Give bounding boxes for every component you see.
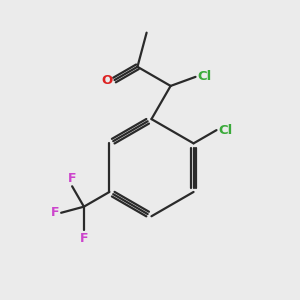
- Text: O: O: [102, 74, 113, 86]
- Text: Cl: Cl: [197, 70, 211, 83]
- Text: Cl: Cl: [218, 124, 232, 136]
- Text: F: F: [68, 172, 76, 185]
- Text: F: F: [80, 232, 88, 245]
- Text: F: F: [51, 206, 60, 219]
